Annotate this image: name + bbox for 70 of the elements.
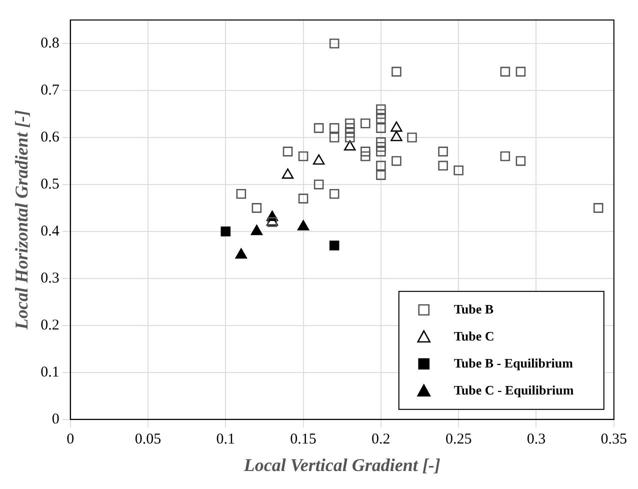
point — [376, 137, 386, 148]
x-tick-label: 0.1 — [216, 431, 236, 448]
point — [282, 168, 294, 179]
point — [593, 203, 604, 213]
point — [376, 109, 386, 119]
point — [297, 220, 310, 230]
point — [220, 226, 231, 236]
point — [344, 128, 355, 138]
y-tick-label: 0.7 — [40, 82, 60, 98]
point — [360, 151, 370, 162]
point — [329, 123, 340, 133]
y-tick-label: 0.3 — [40, 270, 60, 286]
point — [516, 66, 526, 77]
y-tick-label: 0.5 — [40, 176, 60, 192]
point — [298, 194, 308, 204]
point — [438, 160, 448, 171]
point — [344, 118, 355, 128]
point — [282, 146, 293, 156]
x-tick-label: 0.2 — [372, 431, 390, 448]
point — [390, 121, 402, 132]
point — [500, 66, 510, 77]
point — [376, 146, 386, 156]
y-tick-label: 0.6 — [40, 129, 60, 146]
x-tick-label: 0.15 — [290, 431, 316, 448]
point — [438, 146, 448, 156]
point — [376, 160, 386, 171]
point — [235, 248, 248, 259]
point — [407, 132, 417, 142]
point — [329, 132, 340, 142]
point — [250, 224, 263, 236]
point — [344, 132, 355, 142]
point — [314, 123, 324, 133]
legend-label: Tube C - Equilibrium — [454, 382, 574, 398]
y-tick-label: 0.4 — [40, 223, 60, 240]
point — [236, 188, 246, 199]
point — [314, 180, 324, 190]
y-tick-label: 0 — [52, 411, 60, 428]
y-axis-title: Local Horizontal Gradient [-] — [11, 110, 32, 330]
x-tick-label: 0.35 — [600, 431, 627, 448]
legend-label: Tube B - Equilibrium — [454, 355, 574, 370]
legend-label: Tube C — [454, 328, 494, 344]
point — [516, 156, 526, 166]
point — [376, 104, 386, 114]
point — [329, 188, 340, 199]
point — [360, 146, 370, 156]
legend-label: Tube B — [454, 301, 494, 316]
x-tick-label: 0.25 — [445, 431, 472, 448]
point — [500, 151, 510, 162]
point — [252, 203, 262, 213]
y-tick-label: 0.8 — [40, 35, 60, 52]
point — [376, 114, 386, 124]
point — [376, 142, 386, 152]
point — [454, 165, 464, 176]
point — [376, 170, 386, 180]
x-tick-label: 0.05 — [134, 431, 162, 448]
y-tick-label: 0.1 — [40, 364, 60, 380]
x-tick-label: 0.3 — [526, 431, 546, 448]
point — [376, 123, 386, 133]
point — [329, 38, 340, 48]
point — [392, 156, 402, 166]
point — [298, 151, 308, 162]
x-tick-label: 0 — [66, 431, 74, 448]
point — [360, 118, 370, 128]
x-axis-title: Local Vertical Gradient [-] — [242, 454, 440, 475]
point — [392, 66, 402, 77]
point — [329, 240, 340, 250]
y-tick-label: 0.2 — [40, 317, 60, 334]
point — [344, 140, 356, 151]
point — [390, 130, 402, 142]
point — [312, 154, 325, 165]
